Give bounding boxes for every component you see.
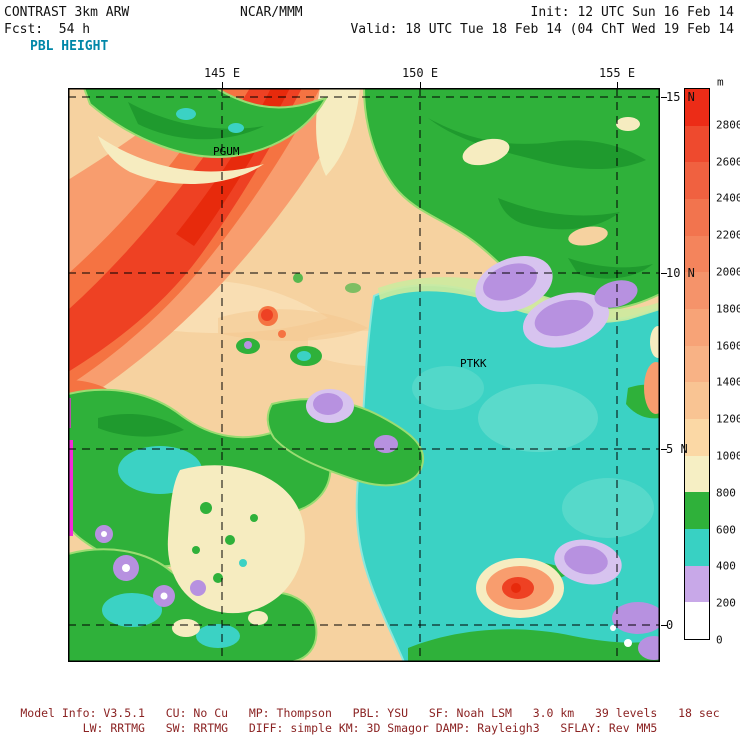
forecast-hour: Fcst: 54 h [4,22,91,37]
lon-tick-mark [222,82,223,88]
lon-tick-mark [420,82,421,88]
map-plot: PGUM PTKK [68,88,660,662]
center-name: NCAR/MMM [240,5,303,20]
colorbar-segment [685,419,709,456]
map-frame [68,88,660,662]
colorbar-tick-label: 200 [716,596,736,610]
colorbar-segment [685,492,709,530]
pbl-height-map: PGUM PTKK [68,88,660,662]
colorbar-segment [685,345,709,383]
grid-lines [68,88,660,662]
colorbar-tick-label: 400 [716,559,736,573]
lat-tick-label: 0 [666,618,674,632]
green-region-topleft [82,88,329,184]
init-time: Init: 12 UTC Sun 16 Feb 14 [530,5,735,20]
field-title: PBL HEIGHT [30,39,109,54]
lat-tick-mark [661,273,667,274]
model-name: CONTRAST 3km ARW [4,5,130,20]
colorbar-segment [685,602,709,640]
colorbar-unit-label: m [717,75,724,89]
colorbar-segment [685,309,709,346]
cream-pocket-bottomcenter [167,465,305,614]
model-info-line1: Model Info: V3.5.1 CU: No Cu MP: Thompso… [20,706,720,720]
colorbar [684,88,710,640]
lat-tick-mark [661,449,667,450]
colorbar-tick-label: 0 [716,633,723,647]
lat-tick-label: 15 N [666,90,695,104]
small-hot-spots [258,306,660,618]
colorbar-tick-label: 2800 [716,118,740,132]
colorbar-tick-label: 2400 [716,191,740,205]
colorbar-tick-label: 1800 [716,302,740,316]
colorbar-segment [685,529,709,566]
lon-tick-mark [617,82,618,88]
colorbar-segment [685,455,709,493]
lon-tick-label: 155 E [598,66,636,80]
station-labels: PGUM PTKK [213,145,487,370]
colorbar-tick-label: 1400 [716,375,740,389]
colorbar-segment [685,272,709,310]
colorbar-segment [685,162,709,200]
colorbar-segment [685,89,709,126]
colorbar-tick-label: 600 [716,523,736,537]
colorbar-tick-label: 1000 [716,449,740,463]
colorbar-tick-label: 2600 [716,155,740,169]
contour-field [68,88,660,662]
colorbar-tick-label: 2000 [716,265,740,279]
colorbar-segment [685,199,709,236]
colorbar-tick-label: 2200 [716,228,740,242]
lon-tick-label: 145 E [203,66,241,80]
colorbar-segment [685,235,709,273]
colorbar-tick-label: 800 [716,486,736,500]
colorbar-segment [685,565,709,603]
station-label-pgum: PGUM [213,145,240,158]
station-label-ptkk: PTKK [460,357,487,370]
colorbar-tick-label: 1600 [716,339,740,353]
valid-time: Valid: 18 UTC Tue 18 Feb 14 (04 ChT Wed … [350,22,734,37]
purple-low-pbl-patches [95,255,660,660]
lat-tick-label: 10 N [666,266,695,280]
lon-tick-label: 150 E [401,66,439,80]
lat-tick-label: 5 N [666,442,688,456]
central-small-blobs [236,273,361,366]
colorbar-segment [685,125,709,163]
model-info-line2: LW: RRTMG SW: RRTMG DIFF: simple KM: 3D … [82,721,658,735]
lat-tick-mark [661,625,667,626]
colorbar-segment [685,382,709,420]
lat-tick-mark [661,97,667,98]
colorbar-tick-label: 1200 [716,412,740,426]
